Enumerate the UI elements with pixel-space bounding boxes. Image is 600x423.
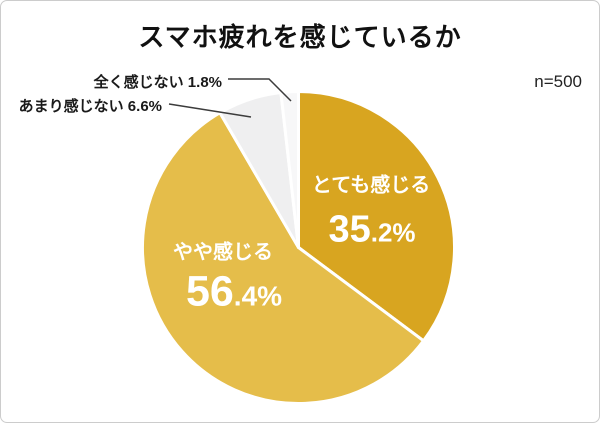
slice-value-somewhat: 56.4%: [186, 268, 282, 317]
slice-value-very-main: 35: [328, 208, 371, 251]
slice-label-somewhat: やや感じる: [173, 241, 273, 264]
callout-label-rarely: あまり感じない 6.6%: [18, 98, 162, 115]
slice-value-somewhat-main: 56: [185, 267, 234, 316]
slice-value-somewhat-rest: .4%: [233, 280, 283, 312]
leader-line-rarely: [168, 103, 252, 118]
pie-slices: [140, 90, 456, 405]
pie-slice-3: [279, 90, 300, 249]
chart-title: スマホ疲れを感じているか: [138, 22, 462, 52]
callout-label-never: 全く感じない 1.8%: [93, 74, 222, 91]
sample-size-note: n=500: [534, 72, 582, 91]
slice-value-very-rest: .2%: [370, 217, 416, 248]
pie-slice-0: [297, 90, 456, 343]
pie-slice-1: [140, 111, 426, 405]
leader-line-never: [228, 78, 292, 102]
slice-label-very: とても感じる: [311, 174, 431, 197]
slice-value-very: 35.2%: [328, 209, 415, 252]
